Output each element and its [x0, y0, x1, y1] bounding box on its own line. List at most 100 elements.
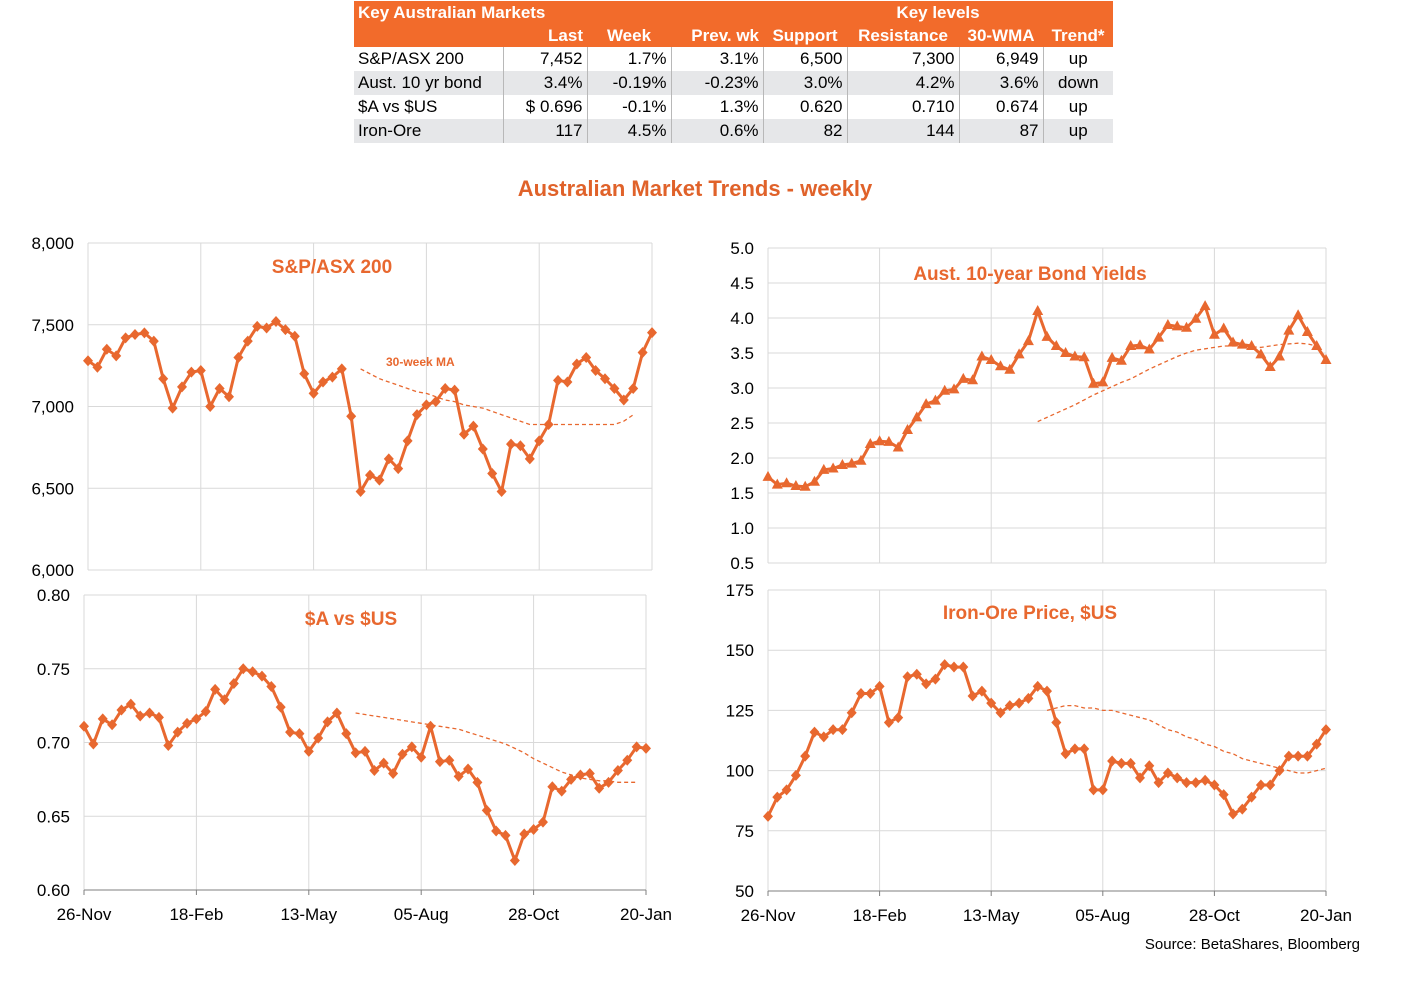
data-point — [135, 710, 146, 722]
data-point — [976, 350, 988, 361]
data-point — [1097, 376, 1109, 387]
data-point — [421, 399, 432, 411]
data-point — [921, 678, 932, 690]
table-cell: 7,452 — [503, 47, 588, 71]
x-tick-label: 26-Nov — [741, 906, 796, 925]
table-cell: 7,300 — [847, 47, 960, 71]
data-point — [930, 673, 941, 685]
data-point — [1283, 750, 1294, 762]
data-point — [322, 716, 333, 728]
data-point — [341, 728, 352, 740]
data-point — [487, 468, 498, 480]
data-point — [397, 748, 408, 760]
table-row: Aust. 10 yr bond 3.4% -0.19% -0.23% 3.0%… — [354, 71, 1114, 95]
data-point — [496, 486, 507, 498]
chart-1: 6,000 6,500 7,000 7,500 8,000 S&P/ASX 200 30-w… — [31, 234, 657, 580]
main-title: Australian Market Trends - weekly — [517, 176, 873, 201]
table-cell: 6,500 — [763, 47, 848, 71]
data-point — [299, 368, 310, 380]
data-point — [266, 680, 277, 692]
header-cell: Support — [763, 24, 848, 47]
data-point — [1078, 351, 1090, 362]
x-tick-label: 05-Aug — [394, 905, 449, 924]
data-point — [440, 383, 451, 395]
data-point — [97, 713, 108, 725]
data-point — [763, 810, 773, 822]
data-point — [571, 358, 582, 370]
table-cell: up — [1043, 47, 1114, 71]
data-point — [472, 776, 483, 788]
data-point — [509, 855, 520, 866]
header-cell — [354, 24, 503, 47]
data-point — [553, 374, 563, 386]
data-point — [609, 383, 620, 395]
data-point — [790, 769, 801, 781]
data-point — [537, 816, 548, 828]
chart-3: 0.60 0.65 0.70 0.75 0.80 26-Nov 18-Feb 13-May 05… — [37, 586, 672, 924]
table-row: S&P/ASX 200 7,452 1.7% 3.1% 6,500 7,300 … — [354, 47, 1114, 71]
x-tick-label: 20-Jan — [620, 905, 672, 924]
data-point — [444, 754, 455, 766]
data-point — [1153, 777, 1164, 789]
data-point — [378, 757, 389, 769]
table-cell: 0.6% — [671, 119, 764, 143]
data-point — [1321, 724, 1331, 736]
y-tick-label: 0.65 — [37, 807, 70, 826]
data-point — [1199, 300, 1211, 311]
data-point — [1172, 772, 1183, 784]
data-point — [1106, 351, 1118, 362]
data-point — [1041, 330, 1053, 341]
data-point — [252, 320, 263, 332]
data-point — [1051, 716, 1062, 728]
data-point — [911, 668, 922, 680]
y-tick-label: 8,000 — [31, 234, 74, 253]
data-point — [874, 435, 886, 446]
y-tick-label: 6,500 — [31, 479, 74, 498]
data-point — [1097, 784, 1108, 796]
data-point — [1050, 340, 1062, 350]
y-tick-label: 2.5 — [730, 414, 754, 433]
data-point — [986, 697, 997, 709]
data-point — [628, 383, 639, 395]
data-point — [1162, 319, 1174, 329]
table-cell: down — [1043, 71, 1114, 95]
data-point — [374, 474, 385, 486]
data-point — [1079, 743, 1090, 755]
data-point — [83, 355, 93, 367]
data-point — [958, 661, 969, 673]
data-point — [534, 435, 545, 447]
moving-average-line — [1037, 342, 1317, 423]
x-tick-label: 13-May — [963, 906, 1020, 925]
table-cell: 3.1% — [671, 47, 764, 71]
data-point — [271, 315, 281, 327]
data-point — [327, 371, 338, 383]
data-point — [828, 724, 839, 736]
data-point — [524, 453, 535, 465]
data-point — [346, 410, 357, 422]
data-point — [790, 480, 802, 490]
data-point — [1302, 750, 1313, 762]
data-point — [562, 376, 573, 388]
data-point — [289, 330, 300, 342]
data-point — [116, 704, 127, 716]
data-point — [902, 671, 913, 683]
data-point — [153, 711, 164, 723]
data-point — [1208, 328, 1220, 339]
data-point — [647, 327, 657, 339]
moving-average-label: 30-week MA — [386, 355, 455, 369]
data-point — [1014, 697, 1025, 709]
data-point — [388, 767, 399, 779]
data-point — [275, 701, 286, 713]
data-point — [285, 726, 296, 738]
data-point — [1237, 803, 1248, 815]
y-tick-label: 100 — [726, 762, 754, 781]
data-point — [1190, 312, 1202, 323]
data-point — [1088, 784, 1099, 796]
data-point — [618, 394, 629, 406]
data-point — [506, 438, 516, 450]
table-cell: Iron-Ore — [354, 119, 504, 143]
data-point — [88, 738, 99, 750]
data-point — [107, 719, 118, 731]
y-tick-label: 0.80 — [37, 586, 70, 605]
data-point — [1143, 343, 1155, 354]
